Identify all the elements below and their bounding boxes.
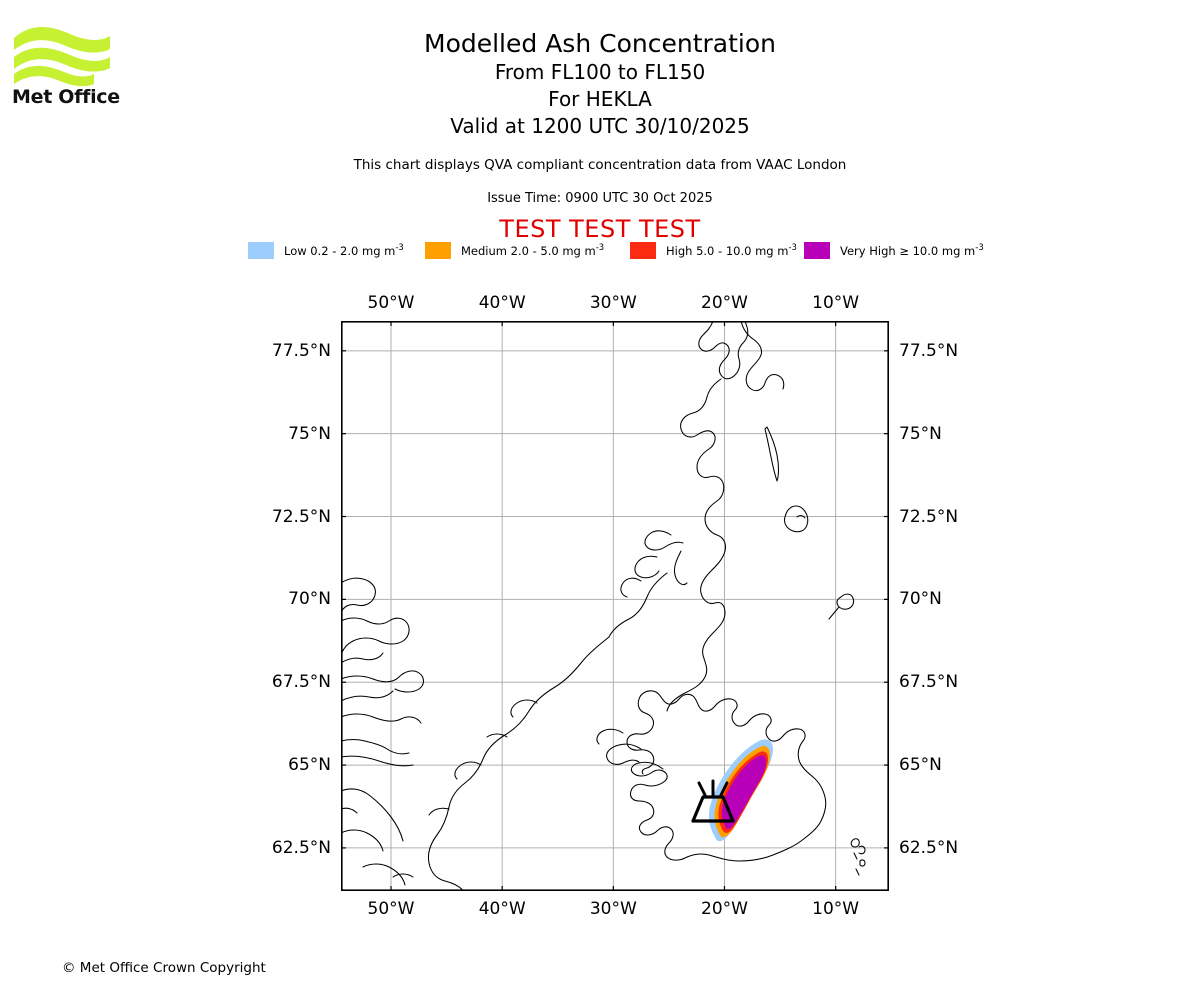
iceland-landmass (596, 690, 827, 862)
iceland-coastline (626, 690, 827, 862)
legend-item-2: High 5.0 - 10.0 mg m-3 (630, 240, 797, 260)
lon-label-top-2: 30°W (589, 293, 637, 313)
met-office-logo: Met Office (12, 24, 122, 114)
lon-label-top-3: 20°W (701, 293, 748, 313)
map-tickmarks (341, 321, 889, 891)
lat-label-right-0: 62.5°N (899, 837, 959, 858)
faroe-islands (850, 838, 866, 876)
page-title: Modelled Ash Concentration (424, 29, 776, 58)
lon-label-bottom-3: 20°W (701, 899, 748, 919)
lat-label-right-2: 67.5°N (899, 672, 959, 693)
lat-label-left-2: 67.5°N (271, 672, 331, 693)
ash-plume-contours (708, 739, 773, 842)
westfjords-inlet (596, 728, 624, 745)
logo-wordmark: Met Office (12, 86, 120, 108)
valid-time-line: Valid at 1200 UTC 30/10/2025 (450, 114, 750, 138)
lat-label-left-4: 72.5°N (271, 506, 331, 527)
lon-label-top-0: 50°W (367, 293, 415, 313)
volcano-symbol-icon (691, 779, 735, 823)
lat-label-left-0: 62.5°N (271, 837, 331, 858)
legend-item-1: Medium 2.0 - 5.0 mg m-3 (425, 240, 604, 260)
lat-label-right-6: 77.5°N (899, 340, 959, 361)
map-coastlines (341, 321, 809, 891)
lat-label-right-1: 65°N (899, 755, 942, 776)
jan-mayen-island (836, 593, 855, 610)
legend-item-0: Low 0.2 - 2.0 mg m-3 (248, 240, 404, 260)
lat-label-left-1: 65°N (288, 755, 331, 776)
issue-time-line: Issue Time: 0900 UTC 30 Oct 2025 (487, 191, 713, 206)
legend-label-0: Low 0.2 - 2.0 mg m-3 (284, 242, 404, 258)
copyright-notice: © Met Office Crown Copyright (62, 960, 266, 976)
lon-label-top-4: 10°W (812, 293, 860, 313)
lat-label-left-6: 77.5°N (271, 340, 331, 361)
lon-label-top-1: 40°W (478, 293, 526, 313)
legend-swatch-0 (248, 241, 274, 259)
chart-title-block: Modelled Ash Concentration From FL100 to… (0, 28, 1200, 140)
volcano-name-line: For HEKLA (548, 87, 652, 111)
flight-level-line: From FL100 to FL150 (494, 60, 706, 84)
lon-label-bottom-2: 30°W (589, 899, 637, 919)
test-banner: TEST TEST TEST (499, 215, 701, 243)
map-gridlines (341, 321, 889, 891)
lat-label-left-5: 75°N (288, 423, 331, 444)
ash-concentration-map (341, 321, 889, 891)
plume-contour-very-high (721, 755, 766, 829)
lon-label-bottom-1: 40°W (478, 899, 526, 919)
lon-label-bottom-0: 50°W (367, 899, 415, 919)
concentration-legend: Low 0.2 - 2.0 mg m-3 Medium 2.0 - 5.0 mg … (248, 240, 988, 260)
legend-swatch-3 (804, 241, 830, 259)
jan-mayen-tail (828, 606, 840, 620)
legend-swatch-2 (630, 241, 656, 259)
legend-swatch-1 (425, 241, 451, 259)
met-office-wave-mark (14, 27, 110, 87)
qva-strapline: This chart displays QVA compliant concen… (353, 157, 847, 173)
lat-label-right-5: 75°N (899, 423, 942, 444)
lon-label-bottom-4: 10°W (812, 899, 860, 919)
lat-label-left-3: 70°N (288, 589, 331, 610)
lat-label-right-3: 70°N (899, 589, 942, 610)
legend-item-3: Very High ≥ 10.0 mg m-3 (804, 240, 984, 260)
map-panel (341, 321, 889, 891)
lat-label-right-4: 72.5°N (899, 506, 959, 527)
legend-label-2: High 5.0 - 10.0 mg m-3 (666, 242, 797, 258)
map-frame (341, 321, 889, 891)
westfjords-detail (606, 743, 642, 765)
legend-label-1: Medium 2.0 - 5.0 mg m-3 (461, 242, 605, 258)
legend-label-3: Very High ≥ 10.0 mg m-3 (840, 242, 984, 258)
